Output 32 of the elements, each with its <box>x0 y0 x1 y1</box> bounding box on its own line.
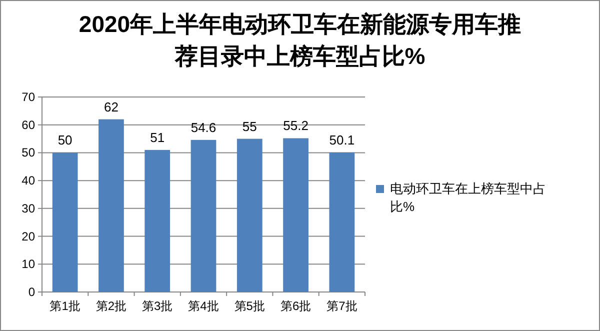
title: 2020年上半年电动环卫车在新能源专用车推荐目录中上榜车型占比% <box>78 10 522 71</box>
data-label: 50 <box>58 132 72 148</box>
bar <box>144 150 170 292</box>
data-label: 55.2 <box>283 118 308 134</box>
y-tick-label: 60 <box>22 118 36 132</box>
x-tick-label: 第2批 <box>96 299 127 313</box>
y-tick-label: 40 <box>22 174 36 188</box>
y-tick-label: 30 <box>22 201 36 216</box>
bar <box>52 152 78 292</box>
x-tick-label: 第4批 <box>188 299 219 313</box>
y-tick-label: 0 <box>28 285 36 299</box>
legend: 电动环卫车在上榜车型中占比% <box>376 180 596 216</box>
y-tick-label: 10 <box>22 257 36 272</box>
data-label: 54.6 <box>190 120 216 135</box>
bar <box>329 152 355 292</box>
y-tick-label: 50 <box>22 146 36 160</box>
bar <box>236 138 262 292</box>
legend-label: 电动环卫车在上榜车型中占比% <box>390 180 547 216</box>
x-tick-label: 第5批 <box>234 299 265 313</box>
y-tick-label: 20 <box>22 229 36 244</box>
data-label: 55 <box>242 118 257 134</box>
data-label: 50.1 <box>329 132 355 148</box>
bar <box>283 138 308 292</box>
y-tick-label: 70 <box>22 90 36 104</box>
data-label: 62 <box>104 99 118 114</box>
x-tick-label: 第1批 <box>50 299 80 313</box>
x-tick-label: 第7批 <box>326 299 358 313</box>
x-tick-label: 第6批 <box>280 299 312 313</box>
x-tick-label: 第3批 <box>142 299 173 313</box>
bar <box>98 119 124 292</box>
bar <box>190 140 216 292</box>
data-label: 51 <box>150 130 165 145</box>
